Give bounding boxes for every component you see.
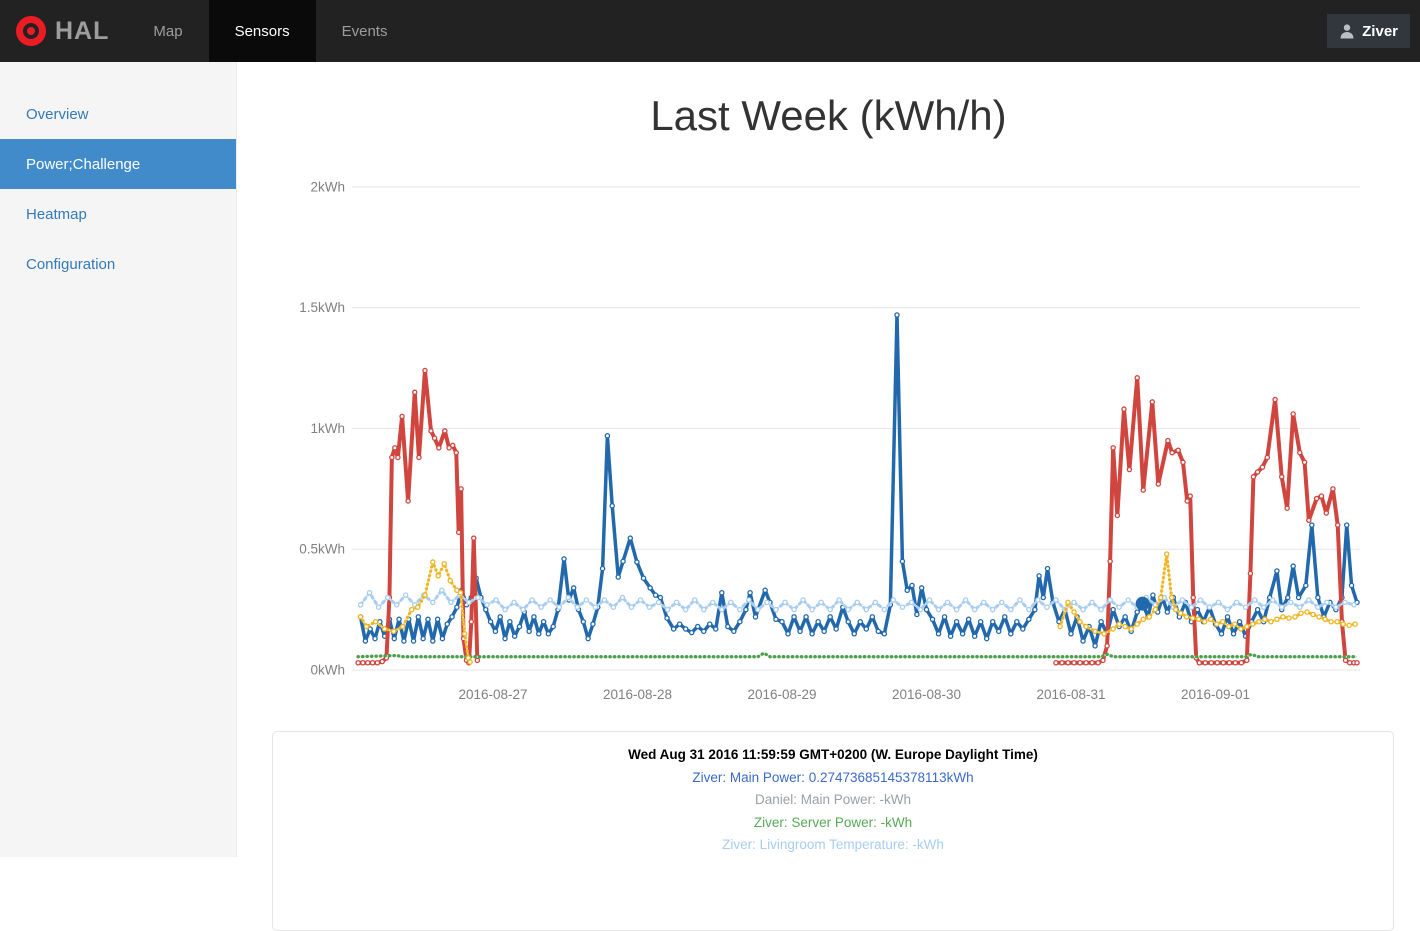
- sidebar-item-overview[interactable]: Overview: [26, 105, 89, 123]
- chart-gridlines: [352, 186, 1360, 671]
- top-navbar: HAL Map Sensors Events Ziver: [0, 0, 1420, 62]
- series-ziver-server-power[interactable]: [356, 651, 1359, 659]
- x-tick-label: 2016-09-01: [1181, 687, 1250, 702]
- nav-item-events[interactable]: Events: [341, 22, 388, 40]
- nav-item-map[interactable]: Map: [153, 22, 183, 40]
- hal-logo-icon: [16, 16, 46, 46]
- tooltip-entry-value: -kWh: [912, 837, 944, 853]
- tooltip-entry-label: Daniel: Main Power:: [754, 792, 876, 808]
- x-tick-label: 2016-08-29: [747, 687, 816, 702]
- y-tick-label: 0kWh: [310, 663, 345, 678]
- series-ziver-main-power[interactable]: [357, 312, 1360, 649]
- y-tick-label: 2kWh: [310, 180, 345, 195]
- power-chart[interactable]: 2kWh 1.5kWh 1kWh 0.5kWh 0kWh 2016-08-27 …: [237, 62, 1420, 722]
- x-tick-label: 2016-08-30: [892, 687, 961, 702]
- tooltip-timestamp: Wed Aug 31 2016 11:59:59 GMT+0200 (W. Eu…: [628, 747, 1038, 762]
- tooltip-entry-daniel-main-power: Daniel: Main Power: -kWh: [273, 789, 1393, 812]
- tooltip-entry-value: -kWh: [879, 792, 912, 808]
- tooltip-entry-ziver-server-power: Ziver: Server Power: -kWh: [273, 812, 1393, 835]
- sidebar-item-heatmap[interactable]: Heatmap: [26, 205, 87, 223]
- x-tick-label: 2016-08-28: [603, 687, 672, 702]
- brand[interactable]: HAL: [0, 0, 127, 62]
- tooltip-panel: Wed Aug 31 2016 11:59:59 GMT+0200 (W. Eu…: [272, 731, 1394, 931]
- y-axis-labels: 2kWh 1.5kWh 1kWh 0.5kWh 0kWh: [299, 180, 345, 678]
- y-tick-label: 1kWh: [310, 421, 345, 436]
- sidebar: Overview Power;Challenge Heatmap Configu…: [0, 62, 237, 857]
- selected-data-point[interactable]: [1135, 596, 1150, 611]
- tooltip-entry-value: 0.27473685145378113kWh: [808, 769, 974, 785]
- sidebar-item-configuration[interactable]: Configuration: [26, 255, 116, 273]
- tooltip-entry-label: Ziver: Main Power:: [692, 769, 805, 785]
- x-tick-label: 2016-08-31: [1036, 687, 1105, 702]
- tooltip-entry-label: Ziver: Server Power:: [753, 814, 877, 830]
- nav-item-sensors[interactable]: Sensors: [208, 0, 316, 62]
- tooltip-entry-ziver-main-power: Ziver: Main Power: 0.27473685145378113kW…: [273, 767, 1393, 790]
- user-name: Ziver: [1362, 22, 1398, 40]
- series-ziver-livingroom-temperature[interactable]: [357, 587, 1357, 613]
- person-icon: [1340, 24, 1354, 39]
- y-tick-label: 0.5kWh: [299, 542, 345, 557]
- x-tick-label: 2016-08-27: [458, 687, 527, 702]
- tooltip-entry-label: Ziver: Livingroom Temperature:: [722, 837, 909, 853]
- page-title: Last Week (kWh/h): [650, 92, 1007, 139]
- tooltip-entry-ziver-livingroom-temperature: Ziver: Livingroom Temperature: -kWh: [273, 834, 1393, 857]
- main-content: 2kWh 1.5kWh 1kWh 0.5kWh 0kWh 2016-08-27 …: [237, 62, 1420, 931]
- user-menu[interactable]: Ziver: [1327, 14, 1410, 48]
- sidebar-item-power-challenge[interactable]: Power;Challenge: [0, 139, 236, 189]
- tooltip-entry-value: -kWh: [880, 814, 913, 830]
- series-series-5-amber[interactable]: [357, 551, 1358, 665]
- x-axis-labels: 2016-08-27 2016-08-28 2016-08-29 2016-08…: [458, 687, 1250, 702]
- chart-series[interactable]: [355, 312, 1360, 666]
- y-tick-label: 1.5kWh: [299, 300, 345, 315]
- brand-title: HAL: [55, 16, 110, 45]
